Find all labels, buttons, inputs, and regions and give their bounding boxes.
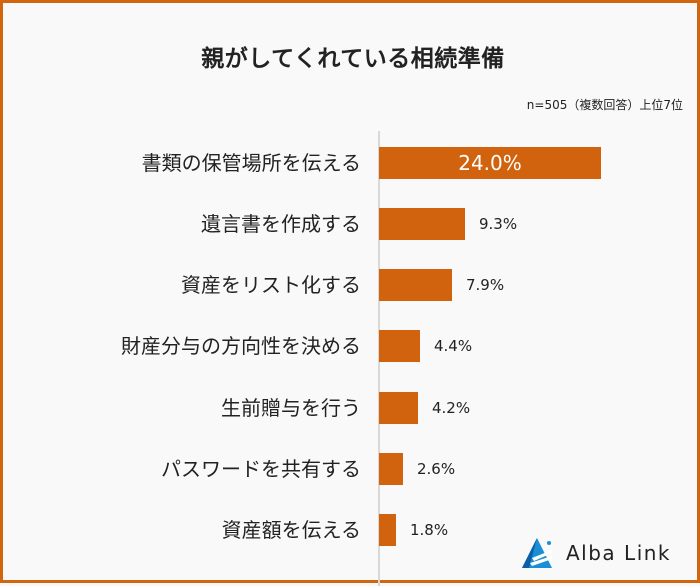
category-label: 資産をリスト化する <box>181 273 361 297</box>
bar-row: 生前贈与を行う 4.2% <box>3 392 700 424</box>
value-label: 7.9% <box>466 276 505 294</box>
bar <box>379 147 601 179</box>
category-label: パスワードを共有する <box>161 457 361 481</box>
bar <box>379 269 452 301</box>
category-label: 生前贈与を行う <box>221 396 361 420</box>
value-label: 2.6% <box>417 460 456 478</box>
sample-note: n=505（複数回答）上位7位 <box>526 98 683 112</box>
value-label: 1.8% <box>410 521 449 539</box>
bar-row: 資産額を伝える 1.8% <box>3 514 700 546</box>
bar <box>379 330 420 362</box>
bar-row: 遺言書を作成する 9.3% <box>3 208 700 240</box>
bar-row: パスワードを共有する 2.6% <box>3 453 700 485</box>
value-label: 24.0% <box>458 151 522 175</box>
bar-row: 資産をリスト化する 7.9% <box>3 269 700 301</box>
bar <box>379 514 396 546</box>
brand-name: Alba Link <box>566 541 672 565</box>
category-label: 遺言書を作成する <box>201 212 361 236</box>
bar-row: 財産分与の方向性を決める 4.4% <box>3 330 700 362</box>
value-label: 9.3% <box>479 215 518 233</box>
value-label: 4.2% <box>432 399 471 417</box>
category-label: 財産分与の方向性を決める <box>121 334 361 358</box>
bar <box>379 453 403 485</box>
bar-row: 書類の保管場所を伝える 24.0% <box>3 147 700 179</box>
triangle-rays-icon <box>522 538 552 568</box>
brand-logo: Alba Link <box>520 536 671 570</box>
category-label: 資産額を伝える <box>221 518 361 542</box>
bar <box>379 392 418 424</box>
value-label: 4.4% <box>434 337 473 355</box>
bar <box>379 208 465 240</box>
chart-title: 親がしてくれている相続準備 <box>201 46 505 72</box>
category-label: 書類の保管場所を伝える <box>141 151 361 175</box>
